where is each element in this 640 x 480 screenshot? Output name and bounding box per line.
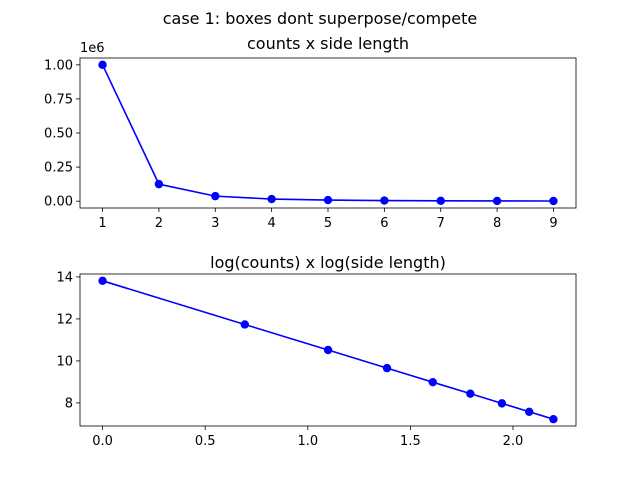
data-point bbox=[380, 196, 389, 205]
x-tick-label: 0.0 bbox=[92, 434, 113, 449]
x-tick-label: 1 bbox=[98, 216, 106, 231]
subplot-log-counts: log(counts) x log(side length) 0.0 0.5 1.0 1… bbox=[56, 253, 577, 449]
data-point bbox=[525, 407, 534, 416]
axes-frame bbox=[79, 57, 577, 209]
data-point bbox=[267, 194, 276, 204]
x-tick-label: 4 bbox=[267, 216, 275, 231]
y-axis-offset-text: 1e6 bbox=[80, 41, 105, 56]
y-tick-label: 0.75 bbox=[44, 92, 73, 107]
x-tick-label: 6 bbox=[380, 216, 388, 231]
x-tick-label: 5 bbox=[324, 216, 332, 231]
data-point bbox=[154, 179, 164, 189]
chart-title: log(counts) x log(side length) bbox=[210, 253, 446, 272]
data-point bbox=[436, 196, 445, 205]
y-tick-label: 0.50 bbox=[44, 127, 73, 142]
figure-suptitle: case 1: boxes dont superpose/compete bbox=[163, 9, 478, 28]
data-point bbox=[549, 196, 558, 206]
x-tick-label: 7 bbox=[437, 216, 445, 231]
data-point bbox=[211, 191, 220, 201]
x-tick-label: 3 bbox=[211, 216, 219, 231]
data-point bbox=[428, 377, 437, 387]
data-point bbox=[98, 60, 107, 70]
chart-title: counts x side length bbox=[247, 34, 409, 53]
x-tick-label: 8 bbox=[493, 216, 501, 231]
data-point bbox=[98, 276, 107, 286]
x-tick-label: 1.0 bbox=[297, 434, 318, 449]
subplot-counts: counts x side length 1e6 1 2 3 4 5 6 7 8 9 0.00 0.25… bbox=[44, 34, 577, 231]
data-point bbox=[492, 196, 502, 206]
y-tick-label: 8 bbox=[65, 396, 73, 411]
data-point bbox=[497, 399, 507, 408]
y-tick-label: 10 bbox=[56, 354, 73, 369]
x-tick-label: 2 bbox=[155, 216, 163, 231]
x-tick-label: 0.5 bbox=[195, 434, 216, 449]
data-point bbox=[323, 195, 333, 205]
x-tick-label: 2.0 bbox=[503, 434, 524, 449]
data-point bbox=[323, 345, 333, 355]
data-point bbox=[382, 363, 392, 373]
axes-frame bbox=[79, 273, 577, 427]
x-tick-label: 1.5 bbox=[400, 434, 421, 449]
data-point bbox=[466, 389, 475, 398]
y-tick-label: 1.00 bbox=[44, 58, 73, 73]
x-tick-label: 9 bbox=[549, 216, 557, 231]
y-tick-label: 14 bbox=[56, 270, 73, 285]
y-tick-label: 12 bbox=[56, 312, 73, 327]
data-point bbox=[240, 320, 249, 329]
y-tick-label: 0.25 bbox=[44, 161, 73, 176]
data-point bbox=[549, 414, 558, 424]
y-tick-label: 0.00 bbox=[44, 195, 73, 210]
